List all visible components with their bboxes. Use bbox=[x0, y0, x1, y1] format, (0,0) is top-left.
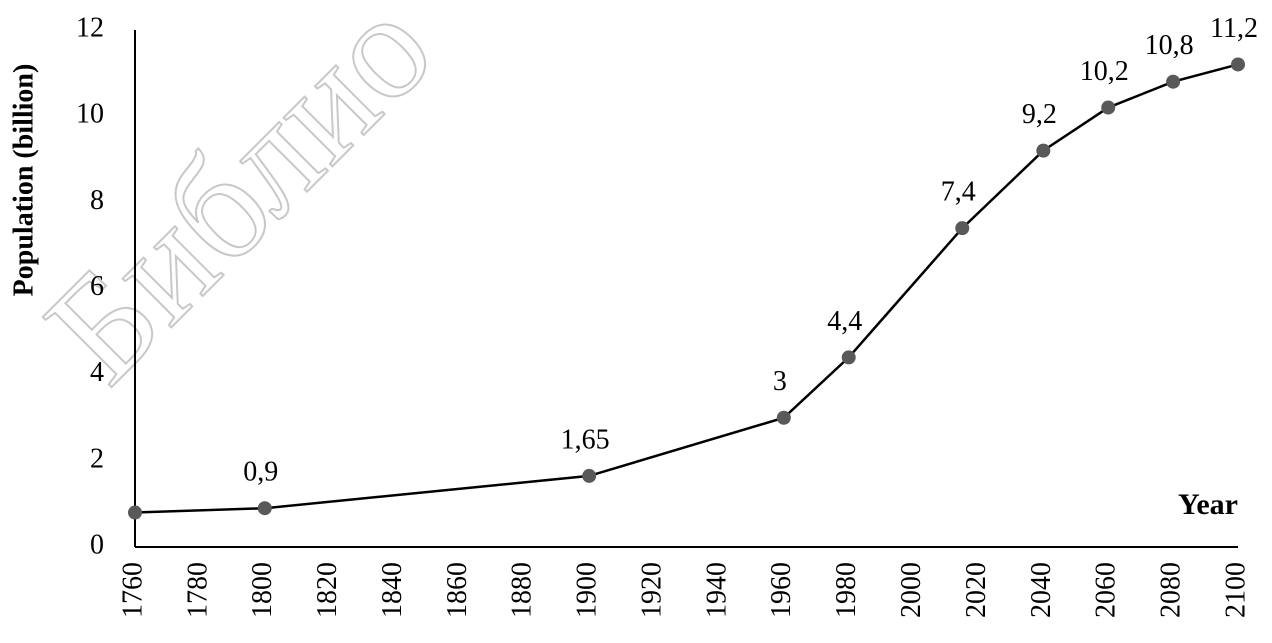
x-tick-label: 1920 bbox=[636, 562, 667, 618]
x-tick-label: 1780 bbox=[182, 562, 213, 618]
y-tick-label: 2 bbox=[90, 443, 104, 474]
x-tick-label: 1840 bbox=[377, 562, 408, 618]
x-tick-label: 1960 bbox=[766, 562, 797, 618]
y-tick-label: 12 bbox=[76, 12, 104, 43]
y-tick-label: 10 bbox=[76, 99, 104, 130]
data-label: 4,4 bbox=[827, 306, 862, 337]
data-label: 11,2 bbox=[1210, 13, 1258, 44]
x-tick-label: 1760 bbox=[117, 562, 148, 618]
x-tick-label: 1940 bbox=[701, 562, 732, 618]
x-tick-label: 1880 bbox=[507, 562, 538, 618]
marker bbox=[582, 468, 597, 483]
x-tick-label: 1900 bbox=[572, 562, 603, 618]
data-label: 10,2 bbox=[1080, 56, 1129, 87]
data-label: 1,65 bbox=[561, 424, 610, 455]
data-label: 9,2 bbox=[1022, 99, 1057, 130]
data-label: 10,8 bbox=[1145, 30, 1194, 61]
x-tick-label: 2100 bbox=[1220, 562, 1251, 618]
y-tick-label: 6 bbox=[90, 271, 104, 302]
marker bbox=[1036, 143, 1051, 158]
marker bbox=[128, 505, 142, 520]
marker bbox=[955, 221, 970, 236]
marker bbox=[1101, 100, 1116, 115]
y-tick-label: 0 bbox=[90, 529, 104, 560]
y-tick-label: 4 bbox=[90, 357, 104, 388]
marker bbox=[776, 410, 791, 425]
marker bbox=[257, 501, 272, 516]
x-tick-label: 2020 bbox=[961, 562, 992, 618]
data-label: 3 bbox=[773, 366, 787, 397]
data-label: 7,4 bbox=[941, 177, 976, 208]
watermark: Библио bbox=[14, 0, 463, 414]
line bbox=[134, 63, 1239, 514]
x-tick-label: 2040 bbox=[1026, 562, 1057, 618]
y-tick-label: 8 bbox=[90, 185, 104, 216]
x-tick-label: 1860 bbox=[442, 562, 473, 618]
x-tick-label: 2080 bbox=[1156, 562, 1187, 618]
y-axis-label: Population (billion) bbox=[8, 64, 39, 297]
marker bbox=[841, 350, 856, 365]
x-tick-label: 1800 bbox=[247, 562, 278, 618]
marker bbox=[1166, 74, 1181, 89]
x-tick-label: 1980 bbox=[831, 562, 862, 618]
x-tick-label: 2060 bbox=[1091, 562, 1122, 618]
marker bbox=[1231, 57, 1245, 72]
x-tick-label: 2000 bbox=[896, 562, 927, 618]
x-axis-label: Year bbox=[1178, 488, 1238, 521]
x-tick-label: 1820 bbox=[312, 562, 343, 618]
data-label: 0,9 bbox=[243, 457, 278, 488]
